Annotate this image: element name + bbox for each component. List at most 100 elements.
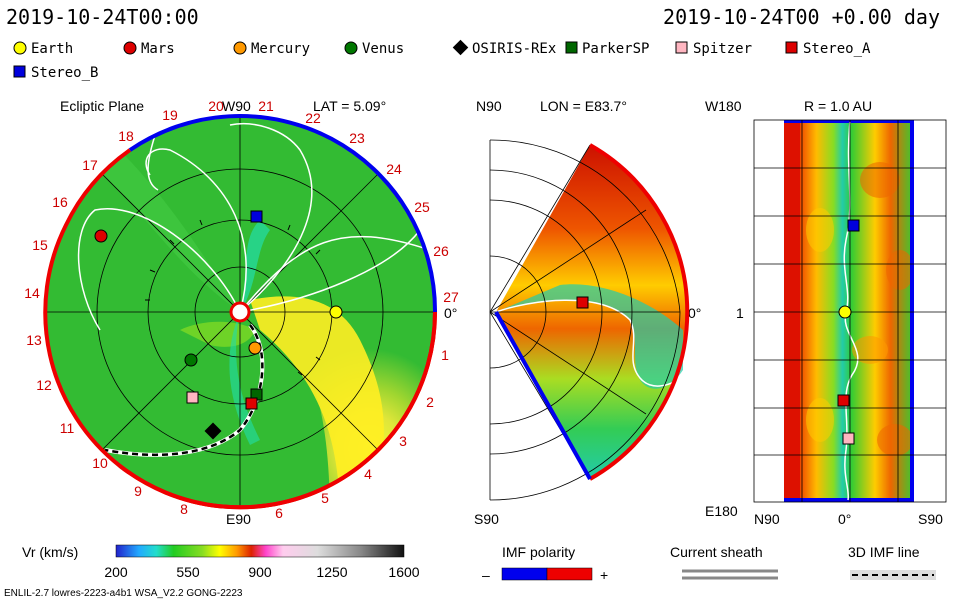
mars-marker-icon bbox=[123, 41, 137, 55]
imf-polarity-label: IMF polarity bbox=[502, 544, 575, 560]
sector-number: 12 bbox=[36, 377, 52, 393]
radial-top-label: W180 bbox=[705, 98, 742, 114]
radial-polarity-right bbox=[910, 120, 914, 502]
sector-number: 14 bbox=[24, 285, 40, 301]
imf-positive-swatch bbox=[546, 567, 593, 581]
meridional-sheath-line bbox=[495, 299, 684, 387]
spitzer-marker bbox=[186, 391, 199, 404]
stereo-b-marker-icon bbox=[13, 65, 26, 78]
venus-marker-icon bbox=[344, 41, 358, 55]
earth-marker-icon bbox=[13, 41, 27, 55]
ecliptic-panel: Ecliptic Plane LAT = 5.09° W90 E90 0° bbox=[24, 98, 459, 527]
stereo-b-radial-marker bbox=[847, 219, 860, 232]
sector-number: 21 bbox=[258, 98, 274, 114]
meridional-lon-label: LON = E83.7° bbox=[540, 98, 627, 114]
sun-icon bbox=[229, 301, 251, 323]
stereo-a-marker bbox=[245, 397, 258, 410]
imf-plus-label: + bbox=[600, 567, 608, 583]
ecliptic-top-label: W90 bbox=[222, 98, 251, 114]
ecliptic-right-label: 0° bbox=[444, 305, 457, 321]
current-sheath-label: Current sheath bbox=[670, 544, 763, 560]
legend-spitzer: Spitzer bbox=[675, 41, 752, 57]
mercury-marker bbox=[248, 341, 262, 355]
stereo-a-radial-marker bbox=[837, 394, 850, 407]
sector-number: 24 bbox=[386, 161, 402, 177]
legend-parkersp: ParkerSP bbox=[565, 41, 649, 57]
colorbar-label: Vr (km/s) bbox=[22, 544, 78, 560]
sector-number: 27 bbox=[443, 289, 459, 305]
meridional-top-label: N90 bbox=[476, 98, 502, 114]
legend-label: Stereo_A bbox=[803, 41, 871, 57]
legend-osiris-rex: OSIRIS-REx bbox=[452, 39, 556, 57]
legend-stereo-b: Stereo_B bbox=[13, 65, 98, 81]
legend-label: Venus bbox=[362, 41, 404, 57]
legend-label: Mars bbox=[141, 41, 175, 57]
sector-number: 8 bbox=[180, 501, 188, 517]
colorbar-tick: 1250 bbox=[316, 564, 347, 580]
osiris-rex-marker bbox=[204, 422, 222, 440]
sector-number: 6 bbox=[275, 505, 283, 521]
meridional-panel: N90 LON = E83.7° S90 0° bbox=[474, 98, 701, 527]
colorbar-tick: 900 bbox=[248, 564, 272, 580]
colorbar-tick: 1600 bbox=[388, 564, 419, 580]
meridional-bottom-label: S90 bbox=[474, 511, 499, 527]
sector-number: 18 bbox=[118, 128, 134, 144]
sector-number: 22 bbox=[305, 110, 321, 126]
imf-legend: IMF polarity – + Current sheath 3D IMF l… bbox=[482, 544, 936, 583]
sector-number: 2 bbox=[426, 394, 434, 410]
legend-label: Earth bbox=[31, 41, 73, 57]
datetime-title: 2019-10-24T00:00 bbox=[6, 5, 199, 29]
radial-blobs bbox=[806, 162, 914, 456]
spitzer-marker-icon bbox=[675, 41, 688, 54]
radial-mid-label: 1 bbox=[736, 305, 744, 321]
radial-bottom-label: E180 bbox=[705, 503, 738, 519]
mars-marker bbox=[94, 229, 108, 243]
legend-label: Mercury bbox=[251, 41, 310, 57]
meridional-right-label: 0° bbox=[688, 305, 701, 321]
radial-x-label-n90: N90 bbox=[754, 511, 780, 527]
sector-number: 19 bbox=[162, 107, 178, 123]
meridional-polarity-edge bbox=[494, 311, 592, 480]
stereo-a-meridional-marker bbox=[576, 296, 589, 309]
colorbar-tick: 200 bbox=[104, 564, 128, 580]
ecliptic-bottom-label: E90 bbox=[226, 511, 251, 527]
sector-number: 10 bbox=[92, 455, 108, 471]
earth-marker bbox=[329, 305, 343, 319]
sector-number: 23 bbox=[349, 130, 365, 146]
legend-mars: Mars bbox=[123, 41, 175, 57]
parkersp-marker-icon bbox=[565, 41, 578, 54]
ecliptic-polarity-ring bbox=[43, 114, 438, 510]
spitzer-radial-marker bbox=[842, 432, 855, 445]
venus-marker bbox=[184, 353, 198, 367]
sector-number: 25 bbox=[414, 199, 430, 215]
sector-number: 5 bbox=[321, 490, 329, 506]
legend-label: ParkerSP bbox=[582, 41, 649, 57]
ecliptic-lat-label: LAT = 5.09° bbox=[313, 98, 386, 114]
colorbar-gradient bbox=[115, 544, 405, 558]
legend-label: Stereo_B bbox=[31, 65, 98, 81]
legend-label: OSIRIS-REx bbox=[472, 41, 556, 57]
sector-number: 3 bbox=[399, 433, 407, 449]
radial-r-label: R = 1.0 AU bbox=[804, 98, 872, 114]
legend-label: Spitzer bbox=[693, 41, 752, 57]
legend: Earth Mars Mercury Venus OSIRIS-REx Park… bbox=[13, 39, 871, 81]
ecliptic-ticks bbox=[145, 219, 321, 376]
radial-x-label-0: 0° bbox=[838, 511, 851, 527]
sector-number: 26 bbox=[433, 243, 449, 259]
model-info: ENLIL-2.7 lowres-2223-a4b1 WSA_V2.2 GONG… bbox=[4, 588, 243, 599]
sector-number: 16 bbox=[52, 194, 68, 210]
radial-grid bbox=[753, 119, 947, 503]
imf-line-label: 3D IMF line bbox=[848, 544, 920, 560]
radial-polarity-bottom bbox=[784, 498, 914, 502]
radial-sheath-line bbox=[843, 121, 859, 501]
colorbar: Vr (km/s) 200 550 900 1250 1600 bbox=[22, 544, 420, 580]
sector-number: 17 bbox=[82, 157, 98, 173]
current-sheath-line bbox=[104, 323, 265, 457]
mercury-marker-icon bbox=[233, 41, 247, 55]
legend-earth: Earth bbox=[13, 41, 73, 57]
radial-x-label-s90: S90 bbox=[918, 511, 943, 527]
sector-number: 11 bbox=[60, 420, 75, 436]
stereo-a-marker-icon bbox=[785, 41, 798, 54]
radial-polarity-left bbox=[784, 120, 800, 502]
